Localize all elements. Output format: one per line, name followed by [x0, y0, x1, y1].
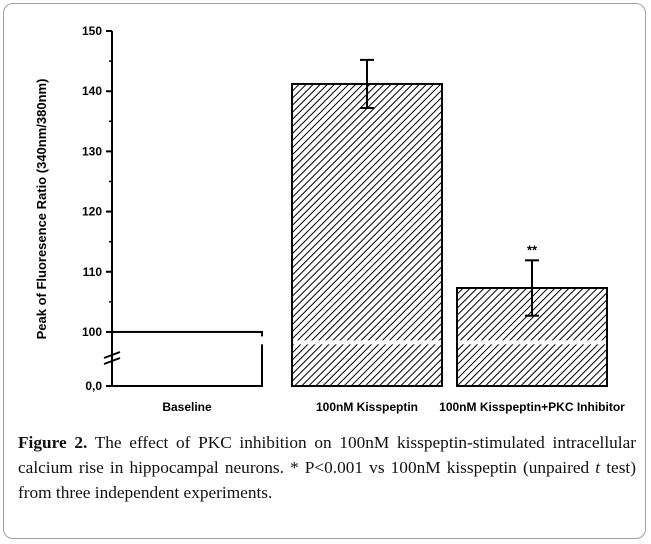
y-tick-label: 130	[82, 144, 102, 158]
y-axis	[103, 30, 121, 387]
category-label: 100nM Kisspeptin	[316, 400, 418, 414]
caption-text-1: The effect of PKC inhibition on 100nM ki…	[18, 433, 636, 477]
bars-layer	[111, 58, 608, 387]
labels-layer: Baseline 100nM Kisspeptin ** 100nM Kisspept…	[34, 24, 625, 414]
bar-2	[291, 82, 443, 387]
y-tick-label: 100	[82, 325, 102, 339]
bar-break-gap-3	[458, 340, 606, 345]
bar-chart: Baseline 100nM Kisspeptin ** 100nM Kisspept…	[34, 24, 625, 414]
category-label: 100nM Kisspeptin+PKC Inhibitor	[439, 400, 625, 414]
caption-italic: t	[595, 458, 601, 477]
caption-text-2: test) from three independent experiments…	[18, 458, 636, 502]
category-label: Baseline	[162, 400, 212, 414]
y-tick-label: 0,0	[85, 379, 102, 393]
significance-marker: **	[527, 242, 538, 257]
bar-break-gap-2	[293, 340, 441, 345]
y-tick-label: 140	[82, 84, 102, 98]
y-tick-label: 120	[82, 205, 102, 219]
figure-frame: Baseline 100nM Kisspeptin ** 100nM Kisspept…	[3, 3, 646, 539]
axis-break-mark-2	[103, 357, 121, 365]
axis-break-mark-1	[103, 351, 121, 359]
y-axis-label: Peak of Fluoresence Ratio (340nm/380nm)	[34, 79, 49, 340]
figure-caption: Figure 2. The effect of PKC inhibition o…	[18, 430, 636, 505]
bar-break-gap-1	[111, 336, 264, 345]
caption-label: Figure 2.	[18, 433, 88, 452]
y-tick-label: 110	[83, 265, 103, 279]
y-tick-label: 150	[82, 24, 102, 38]
